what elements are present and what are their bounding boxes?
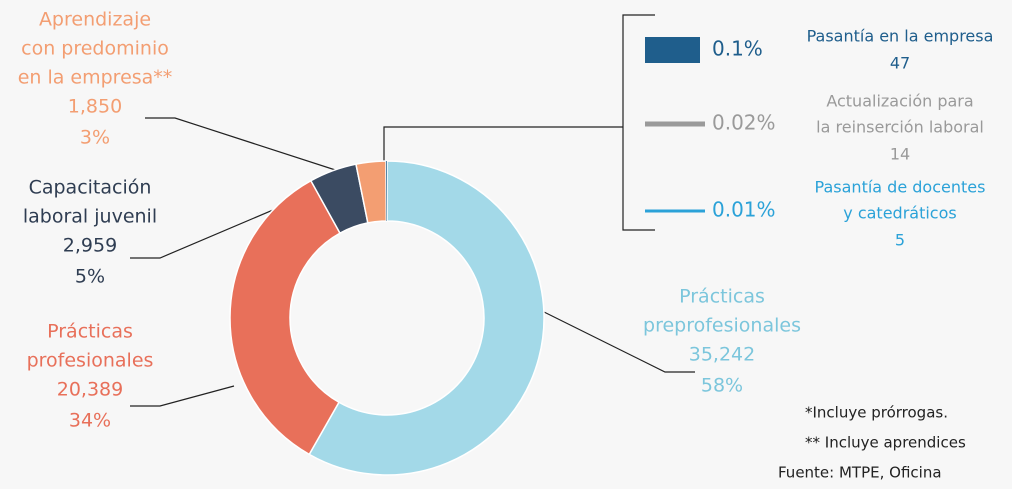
legend-swatch bbox=[645, 37, 700, 63]
leader-line bbox=[145, 117, 358, 178]
slice-label: Pasantía en la empresa bbox=[807, 27, 994, 46]
note: *Incluye prórrogas. bbox=[805, 404, 948, 422]
donut-slice bbox=[229, 179, 341, 456]
note: ** Incluye aprendices bbox=[805, 434, 966, 452]
percentage-label: 0.02% bbox=[712, 111, 776, 135]
percentage-label: 0.01% bbox=[712, 198, 776, 222]
leader-line bbox=[130, 189, 321, 259]
donut-slice bbox=[355, 160, 388, 224]
slice-label: y catedráticos bbox=[843, 204, 956, 223]
bracket-connector bbox=[383, 126, 623, 170]
value-label: 5 bbox=[895, 231, 905, 250]
slice-label: Prácticas bbox=[47, 321, 133, 343]
value-label: 1,850 bbox=[68, 96, 122, 118]
slice-label: Aprendizaje bbox=[39, 9, 151, 31]
leader-line bbox=[130, 385, 235, 407]
value-label: 35,242 bbox=[689, 344, 755, 366]
slice-label: Capacitación bbox=[29, 177, 152, 199]
slice-label: profesionales bbox=[27, 350, 154, 372]
slice-label: Pasantía de docentes bbox=[815, 178, 986, 197]
percentage-label: 5% bbox=[75, 266, 105, 288]
slice-label: laboral juvenil bbox=[23, 206, 157, 228]
bracket bbox=[622, 14, 655, 231]
slice-label: Actualización para bbox=[826, 92, 973, 111]
percentage-label: 58% bbox=[701, 375, 743, 397]
slice-label: con predominio bbox=[21, 38, 169, 60]
value-label: 47 bbox=[890, 54, 910, 73]
slice-label: preprofesionales bbox=[643, 315, 801, 337]
slice-label: Prácticas bbox=[679, 286, 765, 308]
note: Fuente: MTPE, Oficina bbox=[778, 464, 942, 482]
value-label: 14 bbox=[890, 145, 910, 164]
donut-slice bbox=[385, 161, 387, 222]
donut-slice bbox=[308, 160, 545, 476]
leader-line bbox=[539, 309, 695, 373]
value-label: 2,959 bbox=[63, 235, 117, 257]
slice-label: en la empresa** bbox=[18, 67, 173, 89]
slice-label: la reinserción laboral bbox=[816, 118, 984, 137]
percentage-label: 0.1% bbox=[712, 37, 763, 61]
percentage-label: 3% bbox=[80, 127, 110, 149]
leader-lines bbox=[130, 14, 695, 407]
value-label: 20,389 bbox=[57, 379, 123, 401]
percentage-label: 34% bbox=[69, 410, 111, 432]
